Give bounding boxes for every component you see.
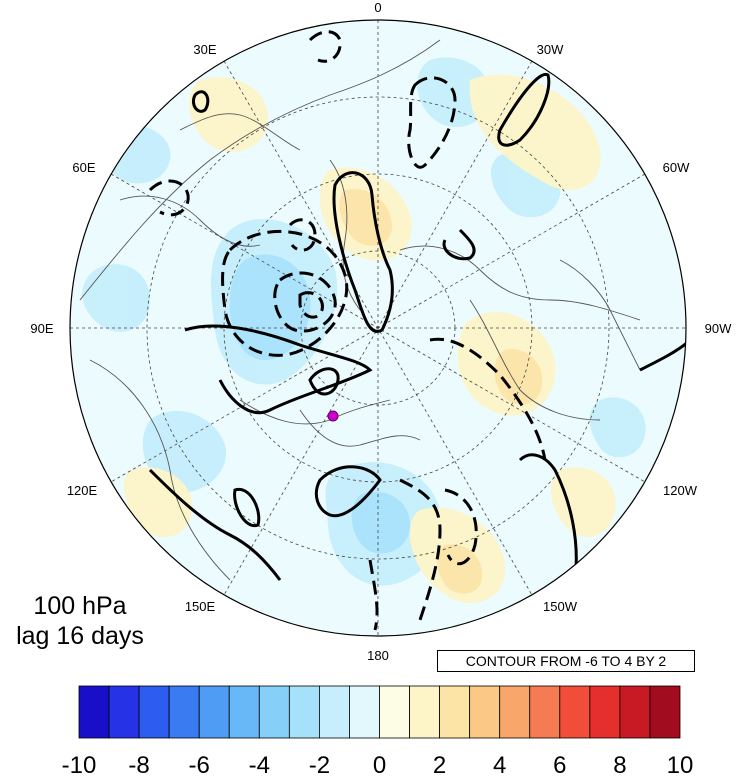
- location-marker: [327, 410, 339, 422]
- lon-label-90w: 90W: [705, 321, 732, 336]
- colorbar-swatch: [529, 685, 561, 739]
- lon-label-60w: 60W: [663, 160, 690, 175]
- colorbar-tick-label: 8: [613, 752, 626, 779]
- colorbar-tick-label: -2: [309, 752, 330, 779]
- colorbar-tick-label: -10: [62, 752, 97, 779]
- colorbar-tick-label: -6: [189, 752, 210, 779]
- lon-label-150e: 150E: [185, 599, 216, 614]
- lon-label-30e: 30E: [193, 42, 216, 57]
- colorbar-tick-label: 6: [553, 752, 566, 779]
- longitude-labels: 0 30W 60W 90W 120W 150W 180 150E 120E 90…: [30, 0, 732, 663]
- colorbar-swatch: [349, 685, 380, 739]
- colorbar-swatch: [649, 685, 681, 739]
- colorbar-swatch: [499, 685, 531, 739]
- colorbar: -10 -8 -6 -4 -2 0 2 4 6 8 10: [62, 685, 694, 779]
- colorbar-swatch: [288, 685, 320, 739]
- map-boundary: [69, 19, 687, 637]
- lon-label-150w: 150W: [543, 599, 578, 614]
- colorbar-swatch: [559, 685, 591, 739]
- level-label: 100 hPa: [33, 592, 127, 620]
- lon-label-0: 0: [374, 0, 381, 15]
- lon-label-60e: 60E: [72, 160, 95, 175]
- colorbar-tick-label: -8: [128, 752, 149, 779]
- colorbar-swatch: [589, 685, 621, 739]
- colorbar-swatch: [168, 685, 200, 739]
- colorbar-swatch: [138, 685, 170, 739]
- lon-label-120w: 120W: [663, 483, 698, 498]
- colorbar-tick-label: 4: [493, 752, 506, 779]
- colorbar-swatch: [318, 685, 350, 739]
- lon-label-90e: 90E: [30, 321, 53, 336]
- negative-anomaly-shading: [82, 57, 646, 586]
- colorbar-swatch: [198, 685, 230, 739]
- colorbar-tick-label: 2: [433, 752, 446, 779]
- strong-negative-shading: [229, 254, 410, 554]
- colorbar-swatch: [619, 685, 651, 739]
- colorbar-swatch: [78, 685, 110, 739]
- colorbar-swatch: [379, 685, 410, 739]
- contour-info-box: CONTOUR FROM -6 TO 4 BY 2: [437, 650, 695, 672]
- lag-label: lag 16 days: [16, 622, 144, 650]
- colorbar-swatch: [439, 685, 471, 739]
- lon-label-120e: 120E: [67, 483, 98, 498]
- positive-contours: [148, 72, 686, 581]
- colorbar-swatch: [108, 685, 140, 739]
- negative-contours: [148, 30, 547, 631]
- lon-label-30w: 30W: [537, 42, 564, 57]
- lon-label-180: 180: [367, 648, 389, 663]
- colorbar-swatch: [469, 685, 501, 739]
- colorbar-swatch: [228, 685, 260, 739]
- colorbar-swatch: [258, 685, 290, 739]
- colorbar-tick-label: 10: [667, 752, 694, 779]
- colorbar-swatch: [409, 685, 440, 739]
- colorbar-tick-label: 0: [373, 752, 386, 779]
- colorbar-tick-label: -4: [249, 752, 270, 779]
